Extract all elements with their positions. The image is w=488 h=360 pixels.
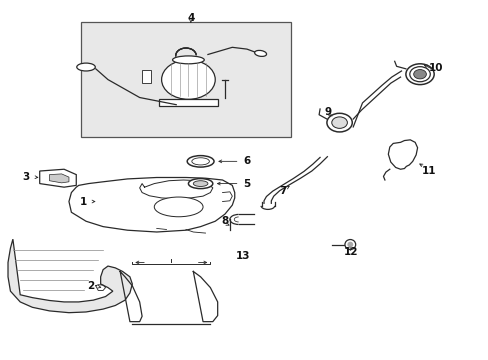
Polygon shape	[387, 140, 417, 169]
Text: 4: 4	[187, 13, 194, 23]
Text: 2: 2	[87, 281, 94, 291]
Ellipse shape	[172, 56, 204, 64]
Text: 5: 5	[243, 179, 250, 189]
Text: 13: 13	[235, 251, 250, 261]
Ellipse shape	[326, 113, 351, 132]
Text: 8: 8	[221, 216, 228, 226]
Ellipse shape	[413, 69, 426, 79]
Ellipse shape	[193, 181, 207, 186]
Text: 6: 6	[243, 156, 250, 166]
Text: 7: 7	[278, 186, 285, 196]
Text: 10: 10	[428, 63, 443, 73]
Text: 1: 1	[80, 197, 87, 207]
Ellipse shape	[154, 197, 203, 217]
Ellipse shape	[254, 50, 266, 57]
Ellipse shape	[409, 67, 429, 82]
Circle shape	[161, 60, 215, 99]
Text: 9: 9	[324, 107, 331, 117]
Bar	[142, 69, 151, 83]
Text: 3: 3	[22, 172, 30, 182]
Polygon shape	[69, 177, 234, 232]
Polygon shape	[40, 169, 76, 187]
Polygon shape	[49, 174, 69, 183]
Polygon shape	[8, 239, 132, 313]
Ellipse shape	[191, 158, 209, 165]
Ellipse shape	[346, 242, 352, 247]
Ellipse shape	[187, 156, 214, 167]
Ellipse shape	[188, 179, 212, 189]
Ellipse shape	[77, 63, 95, 71]
Bar	[159, 99, 217, 106]
Bar	[81, 22, 290, 137]
Ellipse shape	[331, 117, 346, 129]
Ellipse shape	[344, 239, 355, 249]
Text: 12: 12	[343, 247, 357, 257]
Text: 11: 11	[421, 166, 435, 176]
Ellipse shape	[405, 64, 433, 85]
